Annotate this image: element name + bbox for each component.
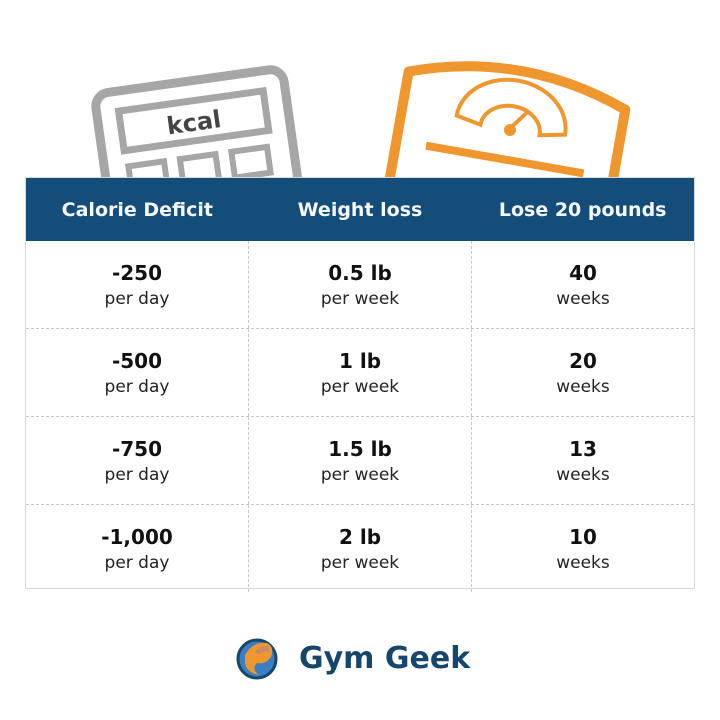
- table-header: Calorie Deficit Weight loss Lose 20 poun…: [26, 178, 694, 241]
- table-cell: 20 weeks: [471, 329, 694, 416]
- table-cell: -250 per day: [26, 241, 248, 328]
- cell-value: 20: [569, 348, 597, 373]
- cell-value: -250: [111, 260, 163, 285]
- cell-unit: weeks: [556, 376, 610, 397]
- cell-value: 2 lb: [338, 524, 382, 549]
- table-row: -1,000 per day 2 lb per week 10 weeks: [26, 504, 694, 592]
- table-cell: 13 weeks: [471, 417, 694, 504]
- cell-unit: per day: [104, 288, 170, 309]
- cell-unit: per week: [320, 288, 400, 309]
- table-cell: -1,000 per day: [26, 505, 248, 592]
- cell-value: -750: [111, 436, 163, 461]
- header-weight-loss: Weight loss: [297, 198, 423, 221]
- cell-value: 0.5 lb: [328, 260, 392, 285]
- table-row: -500 per day 1 lb per week 20 weeks: [26, 328, 694, 416]
- cell-value: -500: [111, 348, 163, 373]
- table-cell: 10 weeks: [471, 505, 694, 592]
- calorie-deficit-table: Calorie Deficit Weight loss Lose 20 poun…: [25, 177, 695, 592]
- cell-value: -1,000: [101, 524, 173, 549]
- table-cell: 0.5 lb per week: [248, 241, 471, 328]
- table-cell: -750 per day: [26, 417, 248, 504]
- brand-logo: Gym Geek: [235, 635, 470, 681]
- cell-unit: weeks: [556, 288, 610, 309]
- table-cell: 40 weeks: [471, 241, 694, 328]
- header-calorie-deficit: Calorie Deficit: [61, 198, 213, 221]
- table-cell: 1.5 lb per week: [248, 417, 471, 504]
- cell-unit: per week: [320, 464, 400, 485]
- cell-unit: per day: [104, 464, 170, 485]
- bathroom-scale-icon: [379, 61, 631, 200]
- cell-unit: per day: [104, 376, 170, 397]
- table-cell: 1 lb per week: [248, 329, 471, 416]
- cell-unit: weeks: [556, 464, 610, 485]
- cell-unit: per day: [104, 552, 170, 573]
- cell-value: 40: [569, 260, 597, 285]
- table-row: -250 per day 0.5 lb per week 40 weeks: [26, 241, 694, 328]
- cell-unit: per week: [320, 376, 400, 397]
- table-cell: -500 per day: [26, 329, 248, 416]
- brand-name: Gym Geek: [299, 640, 471, 676]
- table-row: -750 per day 1.5 lb per week 13 weeks: [26, 416, 694, 504]
- cell-value: 1 lb: [338, 348, 382, 373]
- header-illustration: kcal: [91, 61, 631, 200]
- cell-unit: per week: [320, 552, 400, 573]
- cell-value: 1.5 lb: [328, 436, 392, 461]
- cell-unit: weeks: [556, 552, 610, 573]
- flexing-arm-globe-icon: [236, 638, 278, 680]
- table-cell: 2 lb per week: [248, 505, 471, 592]
- cell-value: 13: [569, 436, 597, 461]
- header-lose-20-pounds: Lose 20 pounds: [498, 198, 667, 221]
- cell-value: 10: [569, 524, 597, 549]
